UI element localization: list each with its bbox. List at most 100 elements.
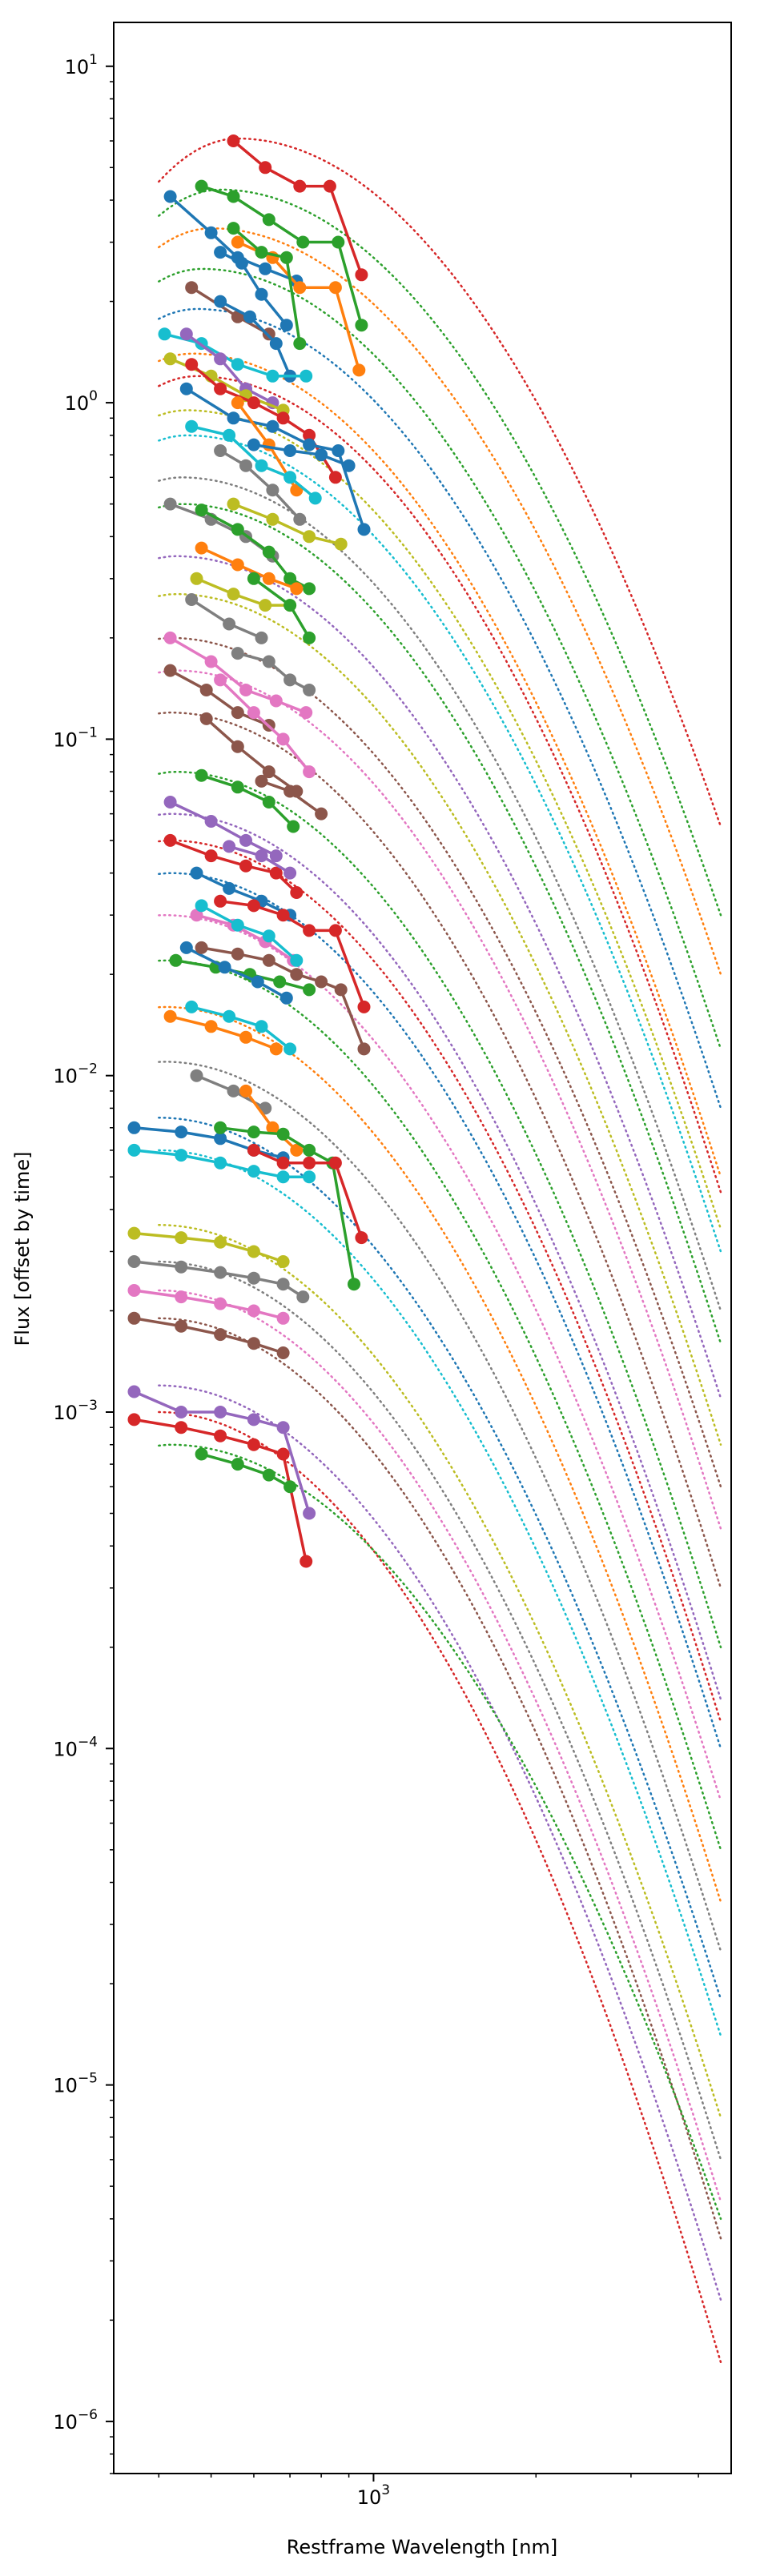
observed-series-group [214, 444, 307, 526]
data-point [303, 983, 316, 997]
data-point [355, 268, 368, 282]
model-curve [158, 839, 722, 1723]
data-point [262, 327, 275, 341]
data-point [175, 1125, 188, 1139]
data-point [185, 358, 199, 371]
model-curve [158, 476, 722, 1312]
data-point [296, 235, 310, 249]
data-point [247, 438, 260, 451]
observed-line [134, 1418, 308, 1562]
data-point [262, 545, 275, 559]
data-point [262, 953, 275, 967]
data-point [231, 647, 244, 660]
y-tick-label: 10−5 [53, 2071, 98, 2097]
observed-line [186, 946, 288, 1000]
data-point [276, 732, 290, 746]
data-point [163, 796, 177, 809]
data-point [334, 983, 348, 997]
data-point [214, 1132, 227, 1146]
data-point [290, 582, 304, 596]
model-curve [158, 267, 722, 1050]
data-point [239, 833, 252, 847]
model-curve [158, 770, 722, 1649]
model-curve [158, 959, 722, 1852]
data-point [276, 1127, 290, 1141]
observed-series-group [185, 281, 275, 341]
data-point [276, 1311, 290, 1325]
data-point [239, 859, 252, 873]
observed-series-group [127, 1284, 290, 1325]
data-point [328, 924, 342, 937]
data-point [195, 1447, 208, 1461]
data-point [175, 1290, 188, 1304]
data-point [199, 684, 213, 696]
data-point [227, 190, 240, 203]
data-point [214, 1121, 227, 1134]
data-point [247, 706, 260, 720]
model-curve [158, 1384, 722, 2301]
data-point [287, 820, 300, 833]
data-point [276, 1278, 290, 1291]
data-point [247, 1165, 260, 1178]
data-point [315, 975, 328, 989]
data-point [300, 1555, 313, 1568]
model-curve [158, 1260, 722, 2161]
data-point [195, 899, 208, 913]
data-point [231, 780, 244, 794]
data-point [303, 924, 316, 937]
observed-line [195, 872, 291, 917]
data-point [255, 849, 268, 863]
data-point [303, 1156, 316, 1170]
data-point [328, 281, 342, 295]
data-point [300, 369, 313, 383]
data-point [279, 319, 293, 332]
data-point [190, 572, 203, 585]
data-point [214, 246, 227, 259]
data-point [293, 179, 307, 193]
model-curve [158, 1061, 722, 1952]
data-point [303, 438, 316, 451]
data-point [334, 537, 348, 551]
observed-line [219, 251, 288, 327]
data-point [283, 572, 297, 585]
data-point [190, 1069, 203, 1082]
data-point [266, 512, 279, 526]
data-point [247, 1337, 260, 1350]
data-point [175, 1149, 188, 1162]
y-tick-exponent: −3 [78, 1398, 98, 1414]
data-point [214, 1297, 227, 1310]
data-point [185, 1000, 199, 1013]
data-point [276, 1170, 290, 1184]
data-point [175, 1421, 188, 1434]
data-point [239, 459, 252, 472]
data-point [269, 694, 283, 708]
data-point [185, 281, 199, 295]
data-point [276, 1447, 290, 1461]
data-point [303, 1507, 316, 1520]
observed-line [205, 717, 298, 792]
model-curve [158, 137, 722, 828]
data-point [283, 1042, 297, 1056]
data-point [328, 471, 342, 484]
observed-series-group [199, 712, 304, 798]
data-point [303, 684, 316, 696]
data-point [279, 251, 293, 264]
observed-series-group [185, 593, 268, 644]
data-point [239, 1030, 252, 1044]
data-point [283, 673, 297, 687]
model-curve [158, 711, 722, 1590]
data-point [195, 768, 208, 782]
data-point [169, 953, 183, 967]
data-point [127, 1284, 141, 1297]
observed-series-group [247, 1143, 368, 1245]
data-point [303, 1143, 316, 1157]
data-point [231, 706, 244, 720]
data-point [255, 287, 268, 301]
model-curve [158, 1116, 722, 2000]
data-point [243, 310, 256, 323]
data-point [290, 886, 304, 899]
observed-series-group [255, 774, 328, 821]
data-point [255, 631, 268, 644]
y-axis-label: Flux [offset by time] [11, 1151, 34, 1346]
